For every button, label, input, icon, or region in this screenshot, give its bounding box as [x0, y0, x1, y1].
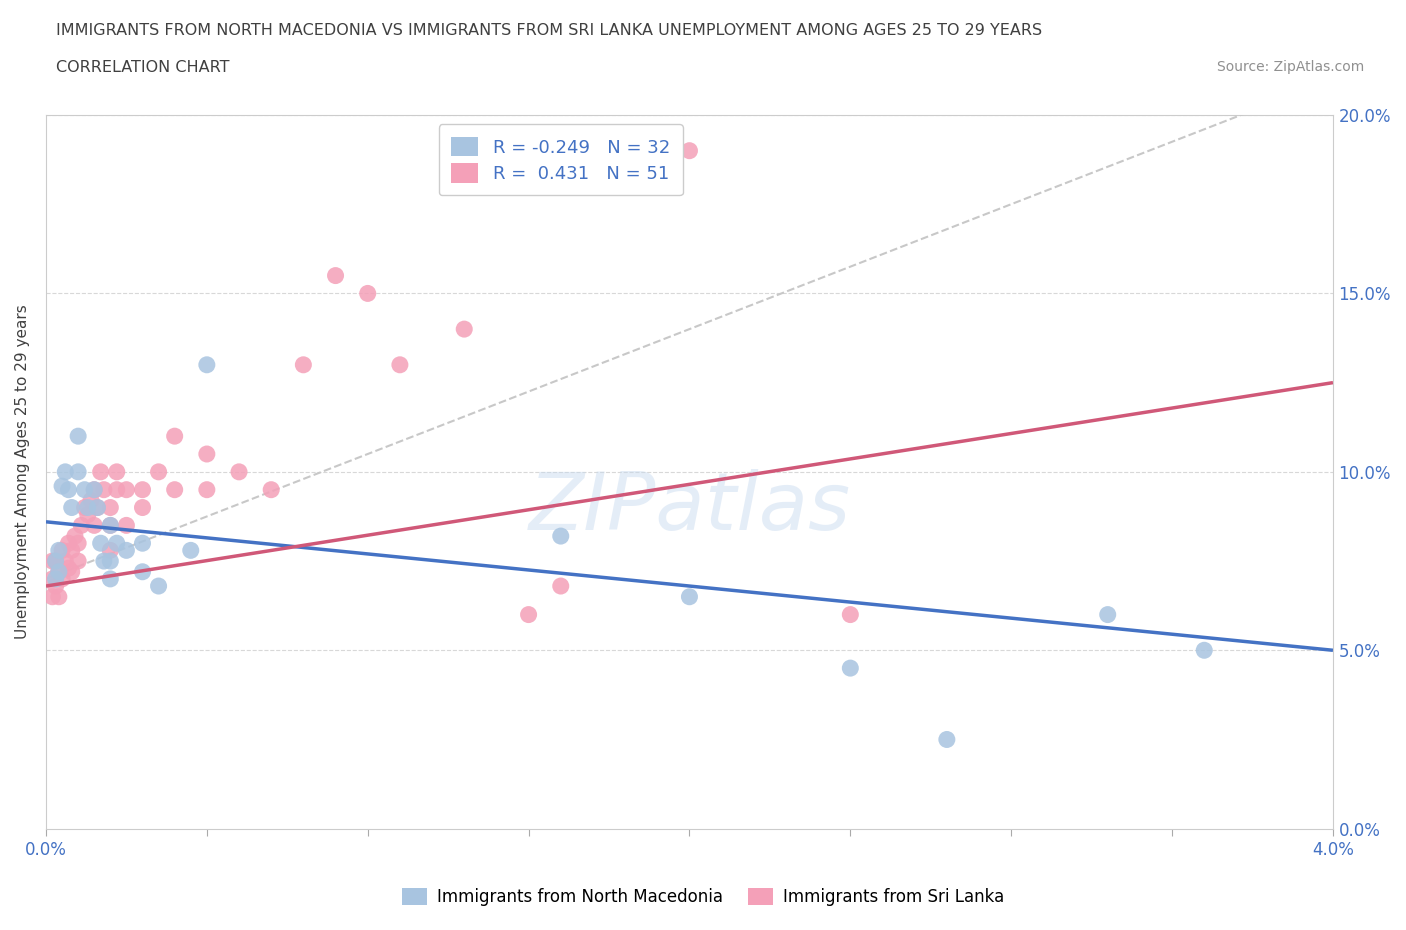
Point — [148, 578, 170, 593]
Point — [131, 500, 153, 515]
Point — [41, 553, 63, 568]
Point — [70, 518, 93, 533]
Point — [357, 286, 380, 301]
Point — [260, 483, 283, 498]
Point — [98, 543, 121, 558]
Point — [51, 571, 73, 586]
Point — [195, 357, 218, 372]
Point — [51, 543, 73, 558]
Point — [131, 565, 153, 579]
Point — [195, 446, 218, 461]
Legend: R = -0.249   N = 32, R =  0.431   N = 51: R = -0.249 N = 32, R = 0.431 N = 51 — [439, 124, 683, 195]
Point — [115, 543, 138, 558]
Point — [41, 571, 63, 586]
Point — [45, 553, 67, 568]
Point — [53, 464, 76, 479]
Point — [115, 518, 138, 533]
Text: CORRELATION CHART: CORRELATION CHART — [56, 60, 229, 75]
Point — [105, 483, 128, 498]
Point — [105, 464, 128, 479]
Point — [93, 483, 115, 498]
Point — [58, 536, 80, 551]
Point — [67, 536, 90, 551]
Point — [98, 500, 121, 515]
Point — [163, 483, 186, 498]
Point — [98, 518, 121, 533]
Point — [98, 553, 121, 568]
Text: IMMIGRANTS FROM NORTH MACEDONIA VS IMMIGRANTS FROM SRI LANKA UNEMPLOYMENT AMONG : IMMIGRANTS FROM NORTH MACEDONIA VS IMMIG… — [56, 23, 1042, 38]
Point — [98, 571, 121, 586]
Point — [131, 483, 153, 498]
Point — [83, 518, 105, 533]
Point — [678, 143, 700, 158]
Legend: Immigrants from North Macedonia, Immigrants from Sri Lanka: Immigrants from North Macedonia, Immigra… — [395, 881, 1011, 912]
Point — [228, 464, 250, 479]
Point — [76, 507, 98, 522]
Point — [93, 553, 115, 568]
Point — [67, 464, 90, 479]
Point — [67, 553, 90, 568]
Point — [83, 483, 105, 498]
Point — [48, 565, 70, 579]
Point — [90, 464, 112, 479]
Point — [45, 571, 67, 586]
Text: Source: ZipAtlas.com: Source: ZipAtlas.com — [1216, 60, 1364, 74]
Point — [453, 322, 475, 337]
Point — [76, 500, 98, 515]
Point — [839, 607, 862, 622]
Point — [1097, 607, 1119, 622]
Point — [63, 528, 86, 543]
Point — [935, 732, 957, 747]
Point — [839, 660, 862, 675]
Point — [58, 483, 80, 498]
Point — [388, 357, 411, 372]
Point — [51, 479, 73, 494]
Point — [73, 500, 96, 515]
Point — [115, 483, 138, 498]
Point — [60, 543, 83, 558]
Point — [517, 607, 540, 622]
Point — [1194, 643, 1216, 658]
Point — [131, 536, 153, 551]
Point — [292, 357, 315, 372]
Point — [48, 565, 70, 579]
Point — [80, 493, 103, 508]
Point — [58, 561, 80, 576]
Point — [60, 565, 83, 579]
Point — [60, 500, 83, 515]
Point — [53, 553, 76, 568]
Point — [45, 553, 67, 568]
Point — [83, 483, 105, 498]
Point — [48, 590, 70, 604]
Point — [86, 500, 108, 515]
Point — [148, 464, 170, 479]
Point — [163, 429, 186, 444]
Point — [86, 500, 108, 515]
Point — [48, 543, 70, 558]
Point — [90, 536, 112, 551]
Point — [550, 528, 572, 543]
Point — [678, 590, 700, 604]
Text: ZIPatlas: ZIPatlas — [529, 469, 851, 547]
Point — [98, 518, 121, 533]
Point — [325, 268, 347, 283]
Point — [550, 578, 572, 593]
Point — [195, 483, 218, 498]
Y-axis label: Unemployment Among Ages 25 to 29 years: Unemployment Among Ages 25 to 29 years — [15, 304, 30, 639]
Point — [67, 429, 90, 444]
Point — [105, 536, 128, 551]
Point — [180, 543, 202, 558]
Point — [73, 483, 96, 498]
Point — [41, 590, 63, 604]
Point — [45, 578, 67, 593]
